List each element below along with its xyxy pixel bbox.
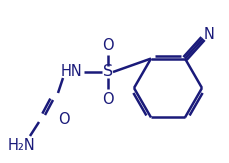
Text: O: O: [102, 37, 113, 52]
Text: S: S: [103, 65, 113, 80]
Text: HN: HN: [61, 65, 82, 80]
Text: N: N: [203, 27, 213, 42]
Text: O: O: [58, 112, 70, 127]
Text: H₂N: H₂N: [8, 138, 36, 153]
Text: O: O: [102, 91, 113, 106]
